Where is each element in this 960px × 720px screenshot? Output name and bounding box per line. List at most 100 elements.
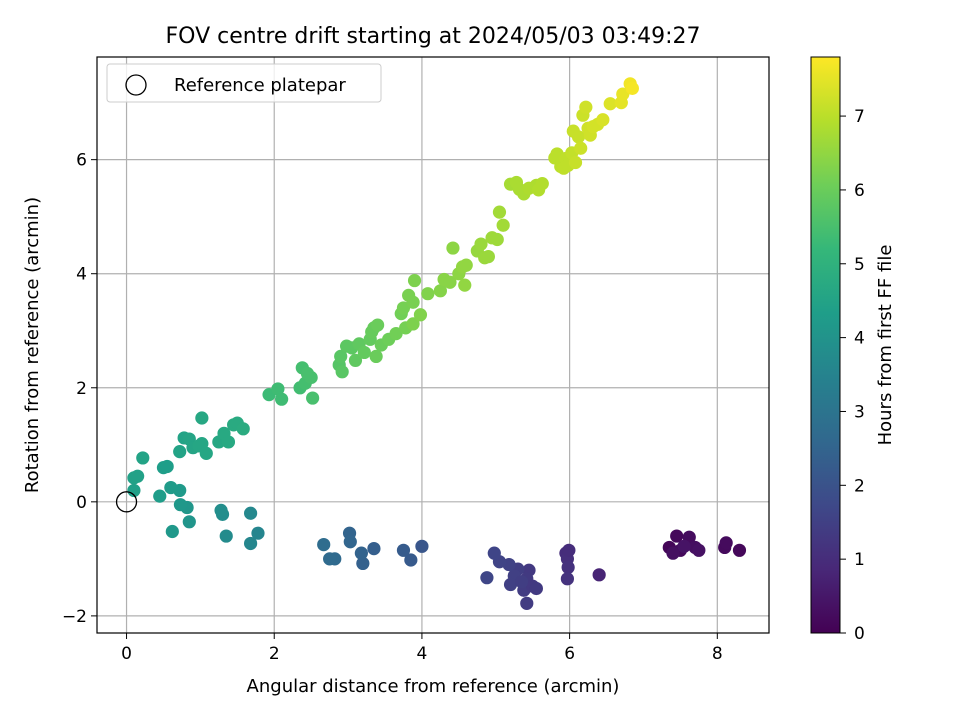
data-point: [389, 326, 403, 341]
data-point: [474, 237, 488, 251]
data-point: [459, 258, 473, 272]
data-point: [406, 295, 420, 309]
x-tick-label: 0: [121, 644, 132, 664]
data-point: [221, 435, 236, 449]
data-point: [354, 546, 368, 560]
data-point: [692, 543, 706, 557]
data-point: [670, 529, 684, 543]
data-point: [433, 284, 447, 298]
colorbar-tick-label: 7: [854, 107, 865, 127]
data-point: [244, 506, 258, 520]
data-point: [571, 130, 586, 144]
data-point: [562, 543, 576, 557]
colorbar-tick-label: 3: [854, 402, 865, 422]
data-point: [496, 218, 510, 232]
colorbar-tick-label: 1: [854, 550, 865, 570]
y-axis-label: Rotation from reference (arcmin): [22, 197, 43, 493]
y-axis-ticks: −2 0 2 4 6: [62, 151, 97, 627]
data-point: [574, 141, 588, 155]
data-point: [666, 546, 680, 560]
colorbar-label: Hours from first FF file: [875, 245, 896, 446]
data-point: [415, 539, 429, 553]
legend-reference-icon: [125, 74, 147, 96]
y-tick-label: 2: [76, 379, 87, 399]
data-point: [492, 205, 507, 219]
data-point: [131, 469, 145, 483]
data-point: [503, 577, 518, 592]
data-point: [487, 546, 501, 560]
y-tick-label: −2: [62, 607, 87, 627]
x-axis-label: Angular distance from reference (arcmin): [247, 676, 620, 697]
data-point: [244, 536, 258, 551]
data-point: [579, 100, 593, 114]
reference-marker: [115, 491, 138, 513]
data-point: [153, 489, 167, 503]
data-point: [356, 556, 370, 571]
data-point: [371, 318, 385, 332]
data-point: [490, 232, 504, 247]
data-point: [535, 177, 549, 191]
data-point: [413, 308, 428, 322]
data-point: [529, 581, 543, 596]
data-point: [199, 446, 213, 460]
data-point: [407, 273, 422, 288]
data-point: [616, 87, 630, 101]
data-point: [323, 552, 337, 566]
data-point: [406, 317, 420, 331]
colorbar-tick-label: 2: [854, 476, 865, 496]
chart-title: FOV centre drift starting at 2024/05/03 …: [166, 24, 701, 49]
data-point: [603, 97, 617, 111]
data-point: [732, 543, 747, 557]
colorbar-gradient: [810, 56, 841, 634]
data-point: [173, 445, 187, 459]
data-point: [317, 538, 331, 552]
data-point: [348, 353, 363, 367]
data-point: [480, 571, 494, 585]
data-point: [334, 349, 348, 364]
data-point: [561, 560, 575, 575]
data-point: [195, 411, 209, 425]
colorbar-tick-label: 0: [854, 624, 865, 644]
legend: Reference platepar: [106, 63, 382, 103]
colorbar-tick-label: 4: [854, 329, 865, 349]
data-point: [520, 596, 534, 610]
data-point: [515, 575, 529, 589]
data-point: [719, 536, 733, 550]
data-point: [343, 535, 357, 549]
plot-frame: [96, 56, 770, 634]
data-point: [446, 241, 460, 255]
data-point: [596, 113, 610, 127]
data-point: [367, 541, 381, 556]
data-point: [251, 526, 265, 540]
data-point: [443, 275, 457, 289]
data-point: [404, 553, 418, 567]
data-point: [136, 451, 150, 465]
data-point: [677, 539, 691, 553]
x-axis-ticks: 0 2 4 6 8: [121, 633, 723, 664]
data-point: [300, 366, 315, 381]
data-point: [164, 480, 178, 495]
colorbar-tick-label: 6: [854, 181, 865, 201]
data-point: [369, 349, 383, 364]
data-point: [306, 391, 320, 405]
y-tick-label: 6: [76, 151, 87, 171]
data-point: [236, 422, 250, 436]
data-point: [357, 345, 371, 360]
data-point: [568, 155, 583, 170]
data-point: [165, 524, 179, 539]
data-point: [127, 483, 141, 498]
data-point: [335, 365, 349, 379]
data-point: [173, 498, 188, 512]
x-tick-label: 8: [712, 644, 723, 664]
x-tick-label: 6: [564, 644, 575, 664]
data-point: [592, 568, 606, 582]
x-tick-label: 4: [417, 644, 428, 664]
data-point: [275, 392, 289, 406]
data-point: [458, 278, 472, 292]
data-point: [421, 287, 435, 301]
data-point: [214, 503, 228, 517]
grid-lines: [97, 57, 769, 633]
data-point: [182, 515, 196, 529]
data-point: [396, 543, 411, 557]
